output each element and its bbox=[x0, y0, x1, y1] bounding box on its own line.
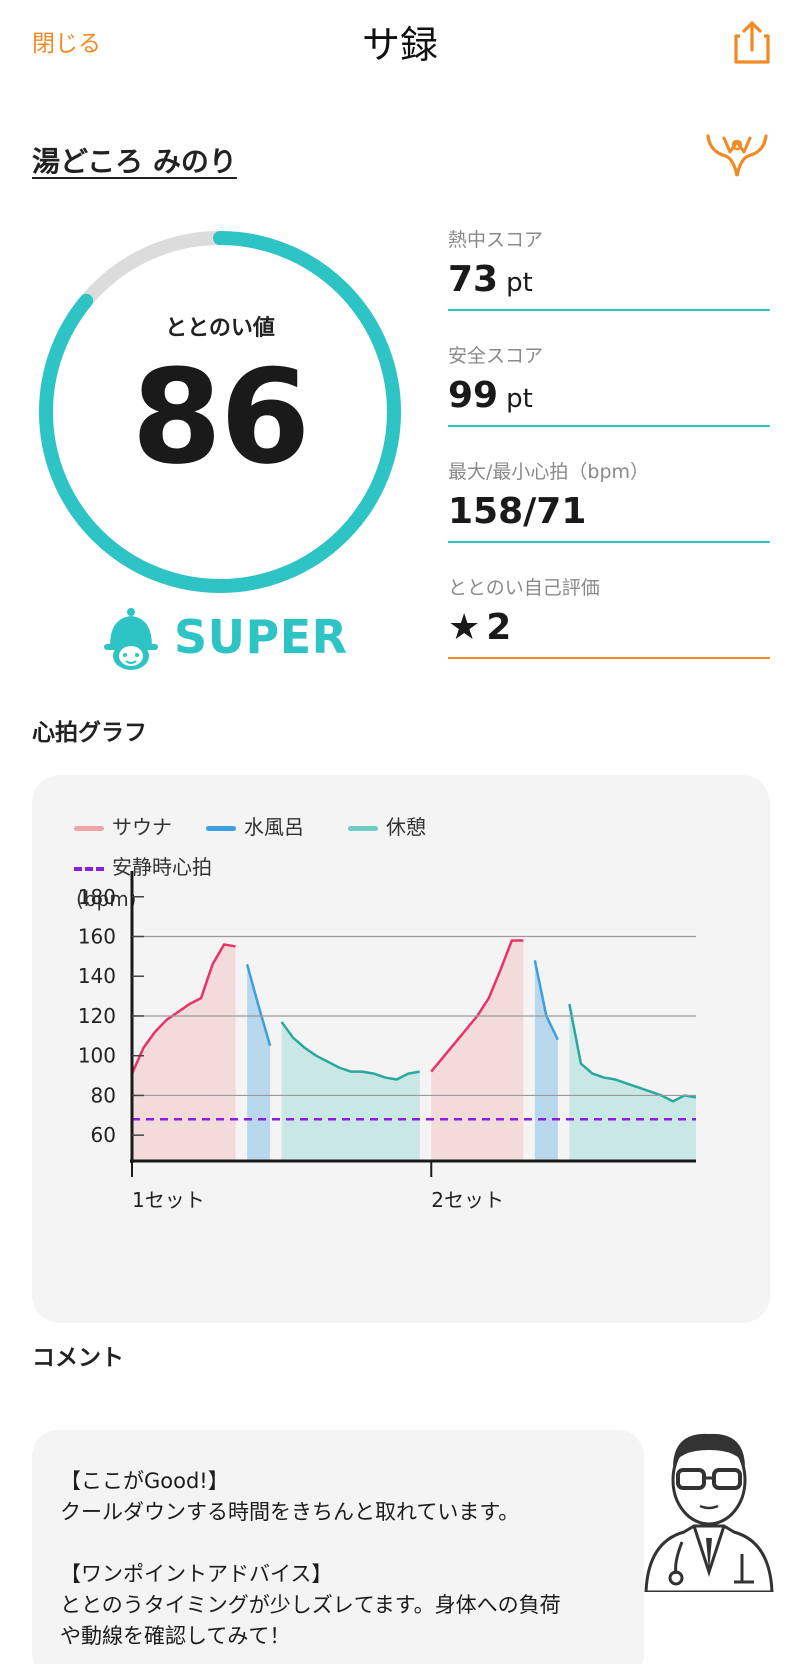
doctor-icon bbox=[638, 1422, 780, 1594]
comment-line: 【ワンポイントアドバイス】 bbox=[60, 1562, 333, 1586]
heat-score-number: 73 bbox=[448, 259, 499, 300]
legend-item-rest: 休憩 bbox=[348, 811, 426, 840]
legend-item-cold-bath: 水風呂 bbox=[206, 811, 304, 840]
brand-logo-icon bbox=[704, 130, 770, 180]
y-axis-unit: (bpm) bbox=[76, 887, 137, 911]
grade-text: SUPER bbox=[174, 610, 348, 664]
heart-rate-chart: サウナ 水風呂 休憩 安静時心拍 (bpm) 180 160 140 120 100 80… bbox=[32, 775, 770, 1323]
series-line-2 bbox=[280, 1021, 420, 1081]
comment-title: コメント bbox=[32, 1345, 124, 1371]
totonoi-score-ring: ととのい値 86 bbox=[30, 222, 410, 602]
heat-score-label: 熱中スコア bbox=[448, 229, 544, 251]
comment-line: 【ここがGood!】 bbox=[60, 1469, 229, 1493]
comment-line: ととのうタイミングが少しズレてます。身体への負荷 bbox=[60, 1593, 561, 1617]
series-area-1 bbox=[247, 964, 271, 1161]
comment-text: 【ここがGood!】クールダウンする時間をきちんと取れています。 【ワンポイントア… bbox=[60, 1466, 640, 1652]
y-tick-label: 120 bbox=[78, 1004, 116, 1028]
series-area-3 bbox=[431, 940, 524, 1161]
comment-line bbox=[60, 1528, 640, 1559]
legend-swatch bbox=[206, 826, 236, 831]
legend-swatch bbox=[348, 826, 378, 831]
series-area-2 bbox=[281, 1021, 420, 1161]
alarm-bell-icon bbox=[102, 606, 160, 672]
legend-label: 休憩 bbox=[386, 815, 426, 839]
safety-score-number: 99 bbox=[448, 375, 499, 416]
comment-bubble: 【ここがGood!】クールダウンする時間をきちんと取れています。 【ワンポイントア… bbox=[32, 1430, 644, 1664]
legend-swatch bbox=[74, 826, 104, 831]
heart-rate-range: 最大/最小心拍（bpm） 158/71 bbox=[448, 457, 770, 543]
self-rating-number: 2 bbox=[486, 607, 512, 648]
series-line-1 bbox=[245, 963, 272, 1047]
y-tick-label: 160 bbox=[78, 924, 116, 948]
legend-label: 水風呂 bbox=[244, 815, 304, 839]
close-button[interactable]: 閉じる bbox=[32, 31, 101, 57]
series-line-0 bbox=[130, 943, 236, 1075]
heart-rate-value: 158/71 bbox=[448, 491, 587, 532]
series-line-5 bbox=[568, 1003, 697, 1103]
divider bbox=[448, 657, 770, 659]
page-title: サ録 bbox=[361, 23, 438, 67]
score-value: 86 bbox=[131, 341, 311, 493]
comment-line: クールダウンする時間をきちんと取れています。 bbox=[60, 1500, 520, 1524]
heart-rate-plot: 180 160 140 120 100 80 60 1セット 2セット bbox=[78, 871, 697, 1212]
top-bar: 閉じる サ録 bbox=[0, 0, 800, 90]
y-tick-label: 140 bbox=[78, 964, 116, 988]
star-icon: ★ bbox=[448, 607, 481, 648]
safety-score-value: 99 pt bbox=[448, 371, 770, 421]
legend-label: 安静時心拍 bbox=[112, 855, 212, 879]
y-tick-label: 180 bbox=[78, 885, 116, 909]
comment-line: や動線を確認してみて！ bbox=[60, 1624, 291, 1648]
safety-score-label: 安全スコア bbox=[448, 345, 544, 367]
series-area-0 bbox=[132, 944, 236, 1161]
divider bbox=[448, 425, 770, 427]
legend-swatch bbox=[74, 866, 104, 871]
y-tick-label: 60 bbox=[91, 1123, 116, 1147]
x-tick-label: 1セット bbox=[132, 1188, 205, 1212]
share-icon[interactable] bbox=[734, 20, 770, 64]
self-rating-value: ★ 2 bbox=[448, 603, 770, 653]
y-tick-label: 80 bbox=[91, 1083, 116, 1107]
self-rating[interactable]: ととのい自己評価 ★ 2 bbox=[448, 573, 770, 659]
score-ring-graphic bbox=[39, 231, 401, 593]
legend-item-resting-hr: 安静時心拍 bbox=[74, 851, 212, 880]
score-label: ととのい値 bbox=[165, 316, 275, 341]
series-area-5 bbox=[569, 1004, 696, 1161]
safety-score: 安全スコア 99 pt bbox=[448, 341, 770, 427]
legend-label: サウナ bbox=[112, 815, 172, 839]
series-area-4 bbox=[534, 960, 558, 1161]
legend-item-sauna: サウナ bbox=[74, 811, 172, 840]
heat-score-unit: pt bbox=[506, 268, 533, 298]
x-tick-label: 2セット bbox=[431, 1188, 504, 1212]
y-tick-label: 100 bbox=[78, 1044, 116, 1068]
heat-score: 熱中スコア 73 pt bbox=[448, 225, 770, 311]
self-rating-label: ととのい自己評価 bbox=[448, 577, 600, 599]
heart-rate-label: 最大/最小心拍（bpm） bbox=[448, 461, 650, 483]
heart-graph-title: 心拍グラフ bbox=[32, 720, 147, 746]
divider bbox=[448, 309, 770, 311]
safety-score-unit: pt bbox=[506, 384, 533, 414]
facility-name[interactable]: 湯どころ みのり bbox=[32, 145, 237, 178]
divider bbox=[448, 541, 770, 543]
heat-score-value: 73 pt bbox=[448, 255, 770, 305]
